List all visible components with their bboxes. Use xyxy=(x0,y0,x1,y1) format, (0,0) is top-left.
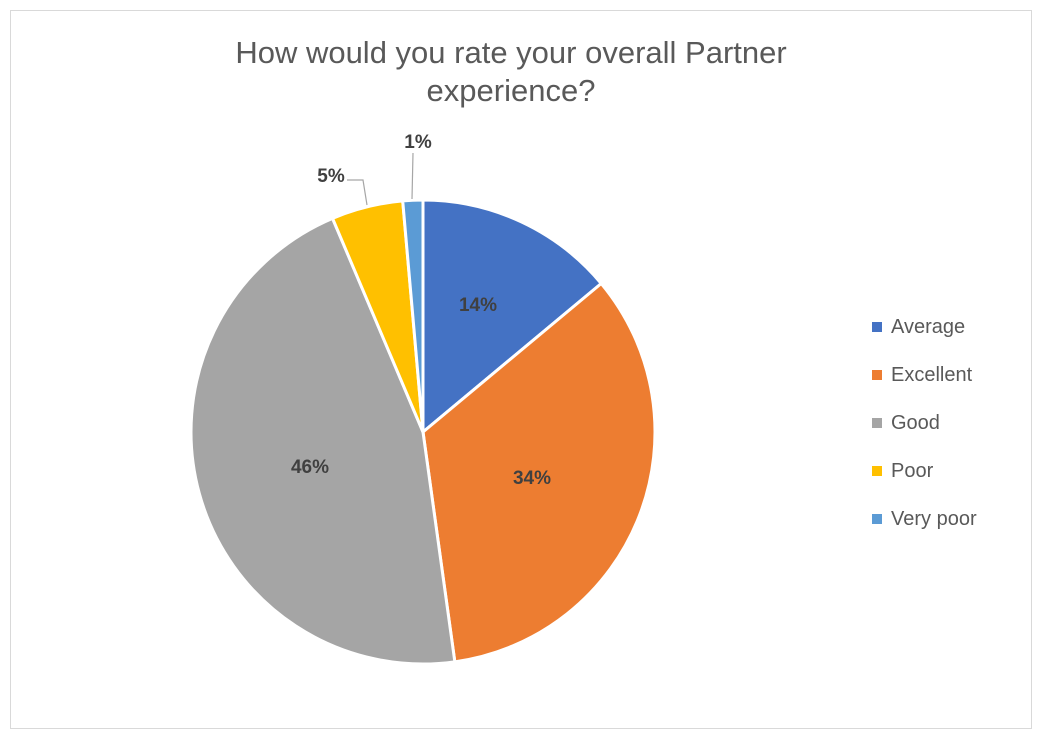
slice-label-excellent: 34% xyxy=(513,468,551,489)
pie-slice-very-poor xyxy=(401,198,425,434)
slice-label-average: 14% xyxy=(459,295,497,316)
legend-item-very-poor: Very poor xyxy=(872,495,977,543)
legend-swatch-poor xyxy=(872,466,882,476)
legend-swatch-excellent xyxy=(872,370,882,380)
legend-label-average: Average xyxy=(891,315,966,338)
leader-line-poor xyxy=(347,179,368,206)
legend-item-average: Average xyxy=(872,303,977,351)
legend: Average Excellent Good Poor Very poor xyxy=(872,303,977,543)
leader-lines xyxy=(347,152,414,206)
legend-item-poor: Poor xyxy=(872,447,977,495)
legend-label-very-poor: Very poor xyxy=(891,507,977,530)
legend-swatch-very-poor xyxy=(872,514,882,524)
leader-line-very-poor xyxy=(411,152,414,200)
pie-slices xyxy=(189,198,657,666)
slice-label-very-poor: 1% xyxy=(404,132,432,153)
pie-slice-average xyxy=(421,198,603,434)
legend-label-excellent: Excellent xyxy=(891,363,973,386)
legend-swatch-average xyxy=(872,322,882,332)
slice-label-good: 46% xyxy=(291,457,329,478)
slice-label-poor: 5% xyxy=(317,166,345,187)
legend-label-poor: Poor xyxy=(891,459,934,482)
chart-title-line-1: How would you rate your overall Partner xyxy=(235,35,787,70)
legend-swatch-good xyxy=(872,418,882,428)
legend-item-good: Good xyxy=(872,399,977,447)
legend-label-good: Good xyxy=(891,411,940,434)
legend-item-excellent: Excellent xyxy=(872,351,977,399)
chart-title-line-2: experience? xyxy=(426,73,596,108)
slice-labels: 14% 34% 46% 5% 1% xyxy=(291,132,551,489)
pie-slice-good xyxy=(189,216,457,666)
chart-title: How would you rate your overall Partner … xyxy=(0,34,1022,110)
pie-slice-excellent xyxy=(421,281,657,664)
